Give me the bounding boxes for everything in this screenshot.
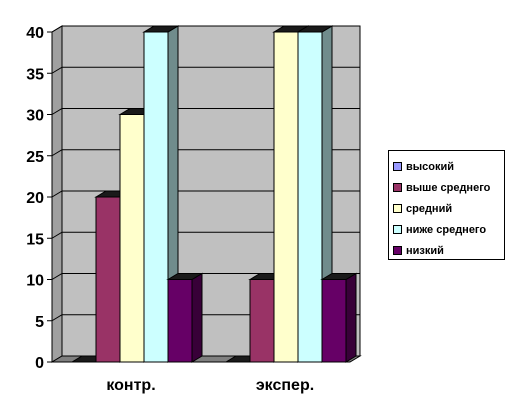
bar-front bbox=[321, 279, 347, 363]
gridline bbox=[51, 149, 360, 157]
legend-item: выше среднего bbox=[393, 177, 504, 198]
legend-item: высокий bbox=[393, 156, 504, 177]
legend-swatch bbox=[393, 225, 402, 234]
bar bbox=[320, 272, 358, 363]
gridline bbox=[51, 190, 360, 198]
legend-item: ниже среднего bbox=[393, 219, 504, 240]
y-tick-label: 40 bbox=[26, 25, 44, 42]
bar-front bbox=[95, 196, 121, 363]
legend-label: выше среднего bbox=[406, 181, 491, 194]
gridline bbox=[51, 25, 360, 33]
bar-top bbox=[320, 273, 358, 280]
y-tick-label: 30 bbox=[26, 108, 44, 125]
bar-front bbox=[297, 31, 323, 363]
y-tick-label: 25 bbox=[26, 149, 44, 166]
y-tick-label: 5 bbox=[35, 314, 44, 331]
y-tick-label: 10 bbox=[26, 273, 44, 290]
legend-swatch bbox=[393, 204, 402, 213]
bar-side bbox=[345, 272, 357, 363]
bar bbox=[166, 272, 204, 363]
gridlines bbox=[51, 25, 360, 322]
bar-top bbox=[296, 25, 334, 33]
bar-front bbox=[143, 31, 169, 363]
bars bbox=[70, 25, 358, 363]
gridline bbox=[51, 231, 360, 239]
y-tick-label: 20 bbox=[26, 190, 44, 207]
legend-label: ниже среднего bbox=[406, 223, 487, 236]
gridline bbox=[51, 66, 360, 74]
legend-swatch bbox=[393, 162, 402, 171]
bar-front bbox=[249, 279, 275, 363]
y-tick-label: 15 bbox=[26, 231, 44, 248]
legend-item: низкий bbox=[393, 240, 504, 261]
legend-swatch bbox=[393, 183, 402, 192]
y-tick-label: 0 bbox=[35, 355, 44, 372]
bar-front bbox=[119, 114, 145, 363]
x-tick-label: экспер. bbox=[256, 377, 314, 394]
gridline bbox=[51, 108, 360, 115]
bar-top bbox=[142, 25, 180, 33]
legend-label: низкий bbox=[406, 244, 444, 257]
bar-side bbox=[191, 272, 203, 363]
y-tick-label: 35 bbox=[26, 66, 44, 83]
bar-front bbox=[167, 279, 193, 363]
legend-item: средний bbox=[393, 198, 504, 219]
legend-swatch bbox=[393, 246, 402, 255]
y-axis-ticks: 0 5 10 15 20 25 30 35 40 bbox=[26, 25, 53, 372]
x-axis-labels: контр. экспер. bbox=[106, 377, 314, 394]
x-tick-label: контр. bbox=[106, 377, 155, 394]
bar-front bbox=[273, 31, 299, 363]
legend-label: средний bbox=[406, 202, 453, 215]
legend: высокий выше среднего средний ниже среднего… bbox=[388, 150, 505, 260]
legend-label: высокий bbox=[406, 160, 455, 173]
bar-top bbox=[166, 273, 204, 280]
